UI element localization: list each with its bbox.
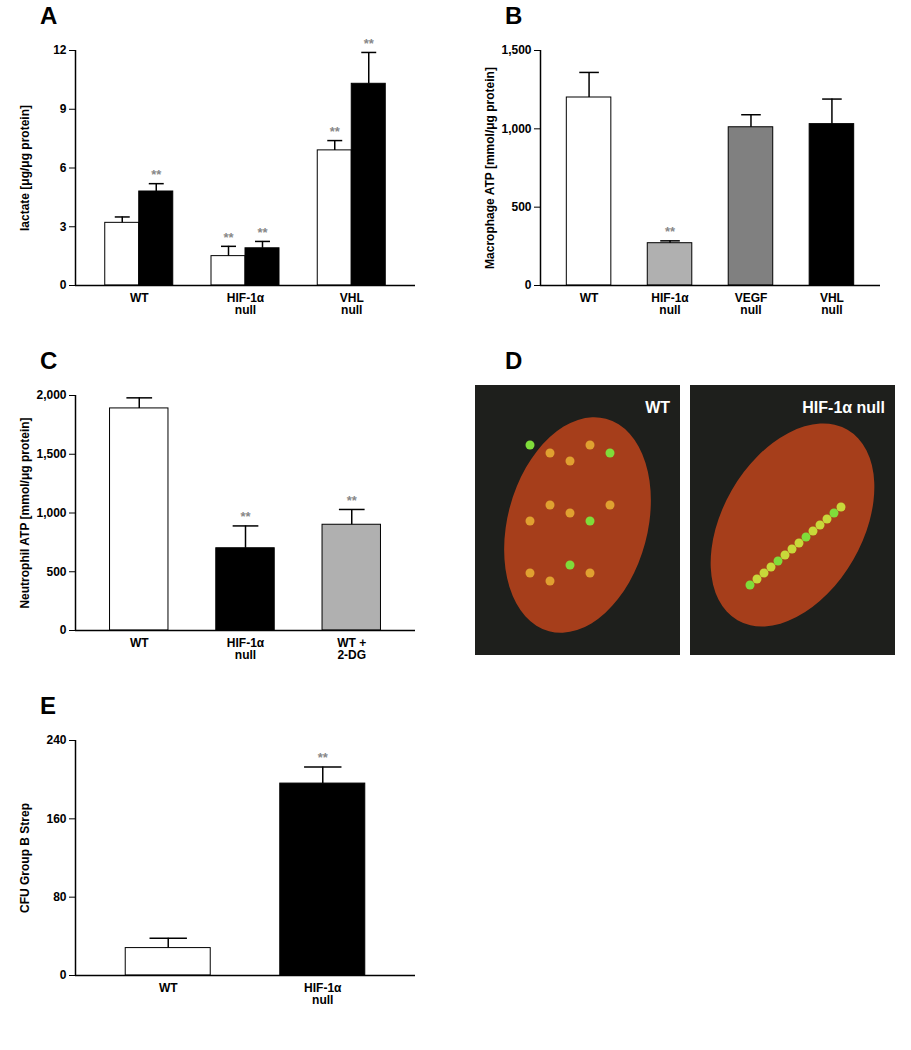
svg-text:1,000: 1,000 (36, 506, 66, 520)
svg-text:6: 6 (60, 161, 67, 175)
svg-text:9: 9 (60, 102, 67, 116)
svg-text:**: ** (151, 167, 162, 182)
html-text:B: B (505, 2, 523, 29)
svg-text:12: 12 (53, 43, 67, 57)
svg-text:160: 160 (46, 812, 66, 826)
html-text:E: E (40, 692, 56, 719)
svg-text:**: ** (257, 225, 268, 240)
svg-text:WT: WT (130, 636, 149, 650)
svg-text:WT: WT (580, 291, 599, 305)
svg-text:Macrophage ATP [mmol/μg protei: Macrophage ATP [mmol/μg protein] (483, 67, 497, 269)
svg-text:**: ** (223, 229, 234, 244)
html-text:C: C (40, 347, 58, 374)
svg-text:0: 0 (60, 278, 67, 292)
svg-text:HIF-1αnull: HIF-1αnull (227, 636, 265, 662)
svg-text:3: 3 (60, 220, 67, 234)
svg-text:VEGFnull: VEGFnull (735, 291, 768, 317)
svg-text:**: ** (347, 493, 358, 508)
svg-text:VHLnull: VHLnull (820, 291, 844, 317)
svg-text:lactate [μg/μg protein]: lactate [μg/μg protein] (18, 105, 32, 231)
svg-text:500: 500 (511, 200, 531, 214)
html-text:D: D (505, 347, 523, 374)
svg-text:1,000: 1,000 (501, 122, 531, 136)
svg-text:Neutrophil ATP [mmol/μg protei: Neutrophil ATP [mmol/μg protein] (18, 417, 32, 608)
svg-text:HIF-1αnull: HIF-1αnull (304, 981, 342, 1007)
svg-text:WT: WT (159, 981, 178, 995)
svg-text:0: 0 (60, 968, 67, 982)
svg-text:0: 0 (525, 278, 532, 292)
svg-text:WT: WT (645, 399, 670, 416)
svg-text:**: ** (318, 750, 329, 765)
svg-text:WT: WT (130, 291, 149, 305)
svg-text:WT +2-DG: WT +2-DG (337, 636, 366, 662)
svg-text:VHLnull: VHLnull (340, 291, 364, 317)
svg-text:0: 0 (60, 623, 67, 637)
svg-text:1,500: 1,500 (501, 43, 531, 57)
svg-text:HIF-1αnull: HIF-1αnull (651, 291, 689, 317)
svg-text:HIF-1αnull: HIF-1αnull (227, 291, 265, 317)
svg-text:**: ** (240, 509, 251, 524)
svg-text:2,000: 2,000 (36, 388, 66, 402)
html-text:A: A (40, 2, 58, 29)
svg-text:**: ** (364, 36, 375, 51)
svg-text:**: ** (330, 124, 341, 139)
svg-text:HIF-1α null: HIF-1α null (802, 399, 885, 416)
svg-text:240: 240 (46, 733, 66, 747)
svg-text:**: ** (665, 224, 676, 239)
svg-text:1,500: 1,500 (36, 447, 66, 461)
svg-text:CFU Group B Strep: CFU Group B Strep (18, 803, 32, 913)
svg-text:80: 80 (53, 890, 67, 904)
svg-text:500: 500 (46, 565, 66, 579)
